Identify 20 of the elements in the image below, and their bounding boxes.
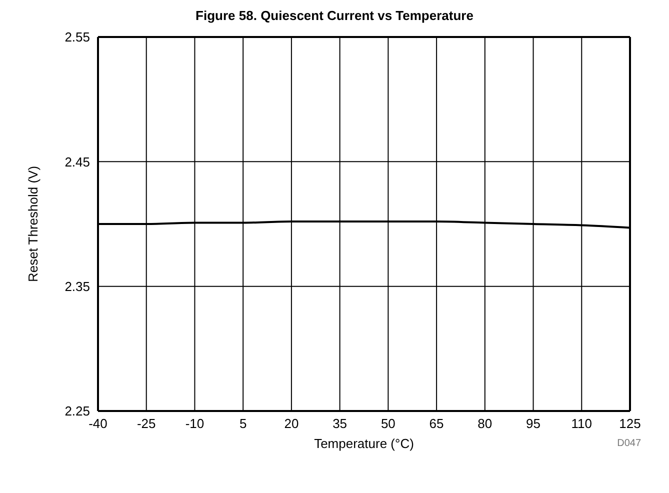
x-tick-label: 125 [619,416,641,432]
x-tick-label: 95 [526,416,541,432]
y-tick-label: 2.25 [64,404,90,419]
x-tick-label: 65 [429,416,444,432]
x-tick-label: 50 [380,416,396,432]
y-axis-title: Reset Threshold (V) [26,166,41,282]
y-tick-label: 2.55 [64,30,90,45]
x-tick-label: 5 [239,416,247,432]
y-tick-label: 2.45 [64,154,90,170]
x-tick-label: 20 [284,416,299,432]
x-tick-label: 35 [332,416,348,432]
x-tick-label: -10 [185,416,204,432]
y-tick-label: 2.35 [64,278,90,294]
x-tick-label: -40 [88,416,108,432]
x-tick-label: 80 [478,416,492,432]
text: D047 [617,438,641,449]
x-tick-label: 110 [571,416,592,432]
x-axis-title: Temperature (°C) [314,436,414,451]
x-tick-label: -25 [136,416,156,432]
chart-title: Figure 58. Quiescent Current vs Temperature [194,8,474,25]
